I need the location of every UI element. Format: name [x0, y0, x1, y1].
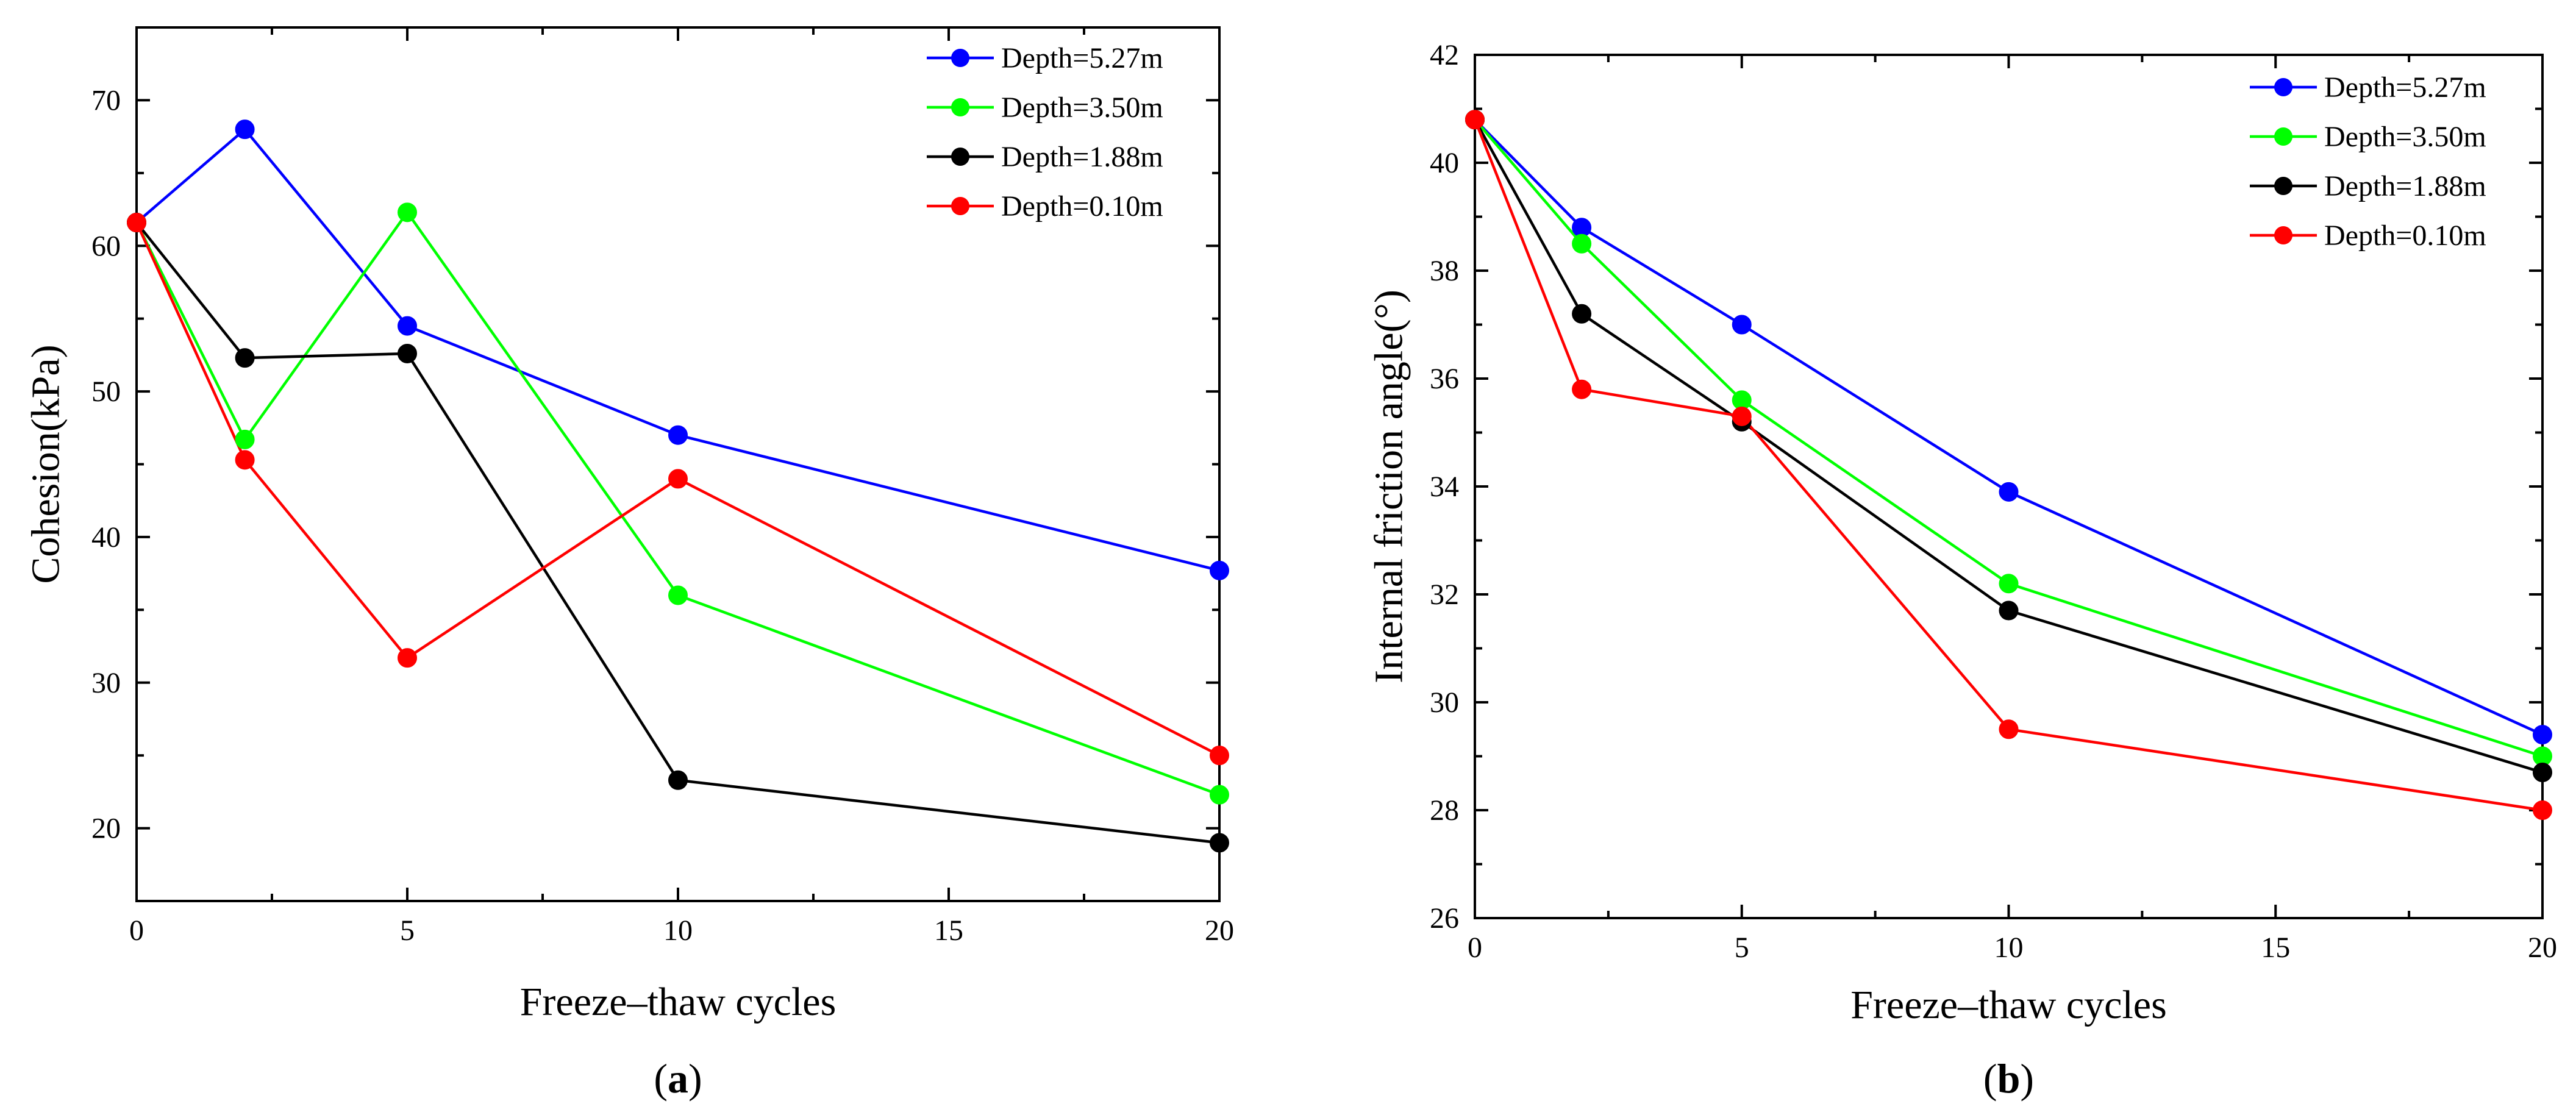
x-tick-label: 5: [1735, 932, 1749, 964]
legend-swatch-marker: [951, 148, 969, 166]
y-tick-label: 36: [1430, 363, 1459, 395]
data-point-depth-3-50m: [1210, 785, 1229, 805]
legend-label: Depth=0.10m: [1001, 190, 1163, 223]
series-line-depth-5-27m: [1474, 118, 2543, 736]
data-point-depth-3-50m: [1572, 233, 1592, 254]
x-axis-title: Freeze–thaw cycles: [1850, 983, 2167, 1027]
y-tick-label: 30: [91, 667, 121, 699]
data-point-depth-5-27m: [1210, 560, 1229, 580]
y-tick-label: 42: [1430, 39, 1459, 71]
data-point-depth-0-10m: [235, 450, 255, 470]
legend-label: Depth=3.50m: [1001, 91, 1163, 124]
series-line-depth-1-88m: [1474, 119, 2543, 774]
data-point-depth-0-10m: [398, 648, 417, 668]
panel-label: (b): [1983, 1055, 2034, 1102]
data-point-depth-0-10m: [1999, 719, 2019, 739]
y-axis-title: Cohesion(kPa): [24, 344, 68, 583]
chart-panel-b: 0 5 10 15 20 26 28 30 32 34 36 38 40 42 Freeze–thaw cy…: [1367, 39, 2558, 1102]
data-point-depth-1-88m: [398, 343, 417, 363]
series-line-depth-0-10m: [135, 222, 1221, 757]
y-tick-label: 50: [91, 376, 121, 408]
data-point-depth-3-50m: [1732, 390, 1752, 410]
legend-swatch-marker: [2274, 127, 2292, 146]
data-point-depth-5-27m: [1999, 482, 2019, 502]
legend-label: Depth=3.50m: [2324, 121, 2486, 153]
legend-label: Depth=0.10m: [2324, 219, 2486, 252]
legend-swatch-marker: [2274, 177, 2292, 195]
panel-label: (a): [654, 1055, 702, 1102]
legend-label: Depth=1.88m: [2324, 170, 2486, 202]
data-point-depth-0-10m: [127, 213, 146, 233]
x-tick-label: 15: [2261, 932, 2290, 964]
y-tick-label: 32: [1430, 579, 1459, 611]
x-tick-label: 10: [1994, 932, 2024, 964]
legend-label: Depth=1.88m: [1001, 141, 1163, 173]
data-point-depth-1-88m: [235, 348, 255, 368]
data-point-depth-3-50m: [2533, 746, 2552, 766]
y-tick-label: 28: [1430, 794, 1459, 827]
y-axis-title: Internal friction angle(°): [1367, 290, 1411, 683]
y-tick-label: 34: [1430, 471, 1459, 503]
data-point-depth-1-88m: [2533, 763, 2552, 783]
data-point-depth-0-10m: [2533, 800, 2552, 820]
y-tick-label: 20: [91, 813, 121, 845]
y-tick-label: 40: [91, 521, 121, 554]
x-tick-label: 0: [1468, 932, 1482, 964]
data-point-depth-3-50m: [668, 585, 688, 605]
data-point-depth-5-27m: [235, 119, 255, 140]
y-tick-label: 30: [1430, 686, 1459, 719]
data-point-depth-1-88m: [668, 770, 688, 790]
data-point-depth-1-88m: [1210, 833, 1229, 853]
x-tick-label: 15: [934, 914, 963, 947]
data-point-depth-5-27m: [668, 425, 688, 445]
data-point-depth-1-88m: [1572, 304, 1592, 324]
data-point-depth-3-50m: [398, 202, 417, 223]
data-point-depth-0-10m: [1210, 746, 1229, 766]
legend-swatch-marker: [951, 98, 969, 116]
y-tick-label: 70: [91, 84, 121, 116]
x-tick-label: 0: [129, 914, 144, 947]
data-point-depth-3-50m: [235, 429, 255, 449]
data-point-depth-5-27m: [2533, 725, 2552, 745]
x-axis-title: Freeze–thaw cycles: [520, 980, 837, 1024]
data-point-depth-0-10m: [1572, 379, 1592, 399]
x-tick-label: 20: [2528, 932, 2557, 964]
data-point-depth-0-10m: [668, 469, 688, 489]
y-tick-label: 26: [1430, 902, 1459, 935]
chart-panel-a: 0 5 10 15 20 20 30 40 50 60 70 Freeze–thaw cycles Co…: [24, 26, 1234, 1102]
x-tick-label: 20: [1205, 914, 1234, 947]
series-line-depth-1-88m: [135, 221, 1220, 844]
legend-swatch-marker: [2274, 78, 2292, 96]
data-point-depth-3-50m: [1999, 574, 2019, 594]
data-point-depth-5-27m: [1732, 315, 1752, 335]
data-point-depth-1-88m: [1999, 600, 2019, 621]
legend-label: Depth=5.27m: [2324, 71, 2486, 104]
y-tick-label: 60: [91, 230, 121, 262]
legend-swatch-marker: [951, 197, 969, 215]
data-point-depth-5-27m: [398, 316, 417, 336]
data-point-depth-5-27m: [1572, 218, 1592, 238]
y-tick-label: 38: [1430, 255, 1459, 287]
legend-swatch-marker: [951, 49, 969, 67]
data-point-depth-0-10m: [1465, 110, 1485, 130]
y-tick-label: 40: [1430, 147, 1459, 179]
legend-swatch-marker: [2274, 226, 2292, 244]
legend-label: Depth=5.27m: [1001, 42, 1163, 74]
data-point-depth-0-10m: [1732, 406, 1752, 426]
series-line-depth-3-50m: [135, 210, 1220, 796]
x-tick-label: 10: [663, 914, 693, 947]
x-tick-label: 5: [400, 914, 415, 947]
